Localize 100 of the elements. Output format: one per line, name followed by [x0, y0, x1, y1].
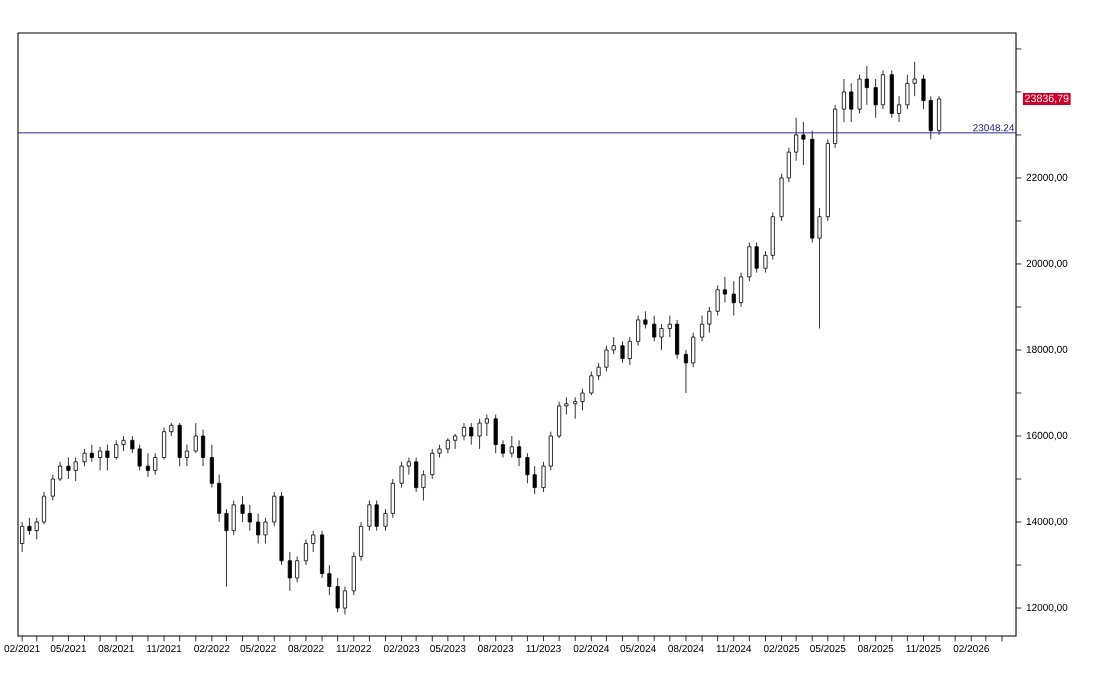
x-tick-label: 08/2021 — [98, 644, 134, 653]
candlestick — [461, 422, 467, 441]
candlestick — [287, 551, 292, 592]
candlestick — [399, 461, 404, 489]
candlestick — [794, 117, 799, 162]
candlestick — [240, 495, 245, 523]
candlestick — [620, 340, 625, 364]
candlestick — [509, 435, 514, 458]
candlestick — [541, 461, 546, 493]
candlestick — [589, 371, 594, 396]
y-tick-label: 12000,00 — [1026, 603, 1068, 613]
candlestick — [896, 95, 902, 123]
candlestick — [50, 474, 55, 501]
y-tick-label: 22000,00 — [1026, 173, 1068, 183]
candlestick — [525, 452, 530, 484]
candlestick — [722, 276, 727, 304]
candlestick — [114, 439, 119, 461]
candlestick — [263, 517, 268, 544]
candlestick — [912, 61, 917, 97]
candlestick — [406, 457, 411, 476]
candlestick — [303, 538, 309, 566]
candlestick — [73, 457, 78, 482]
candlestick — [247, 504, 252, 532]
candlestick — [137, 444, 142, 471]
candlestick — [184, 444, 189, 467]
candlestick — [200, 429, 206, 467]
candlestick — [659, 323, 664, 351]
x-tick-label: 05/2021 — [50, 644, 87, 653]
y-tick-label: 14000,00 — [1026, 517, 1068, 527]
candlestick — [921, 74, 926, 110]
candlestick — [801, 121, 806, 166]
x-tick-label: 05/2025 — [810, 644, 846, 653]
x-tick-label: 08/2022 — [288, 644, 324, 653]
x-tick-label: 02/2022 — [194, 644, 230, 653]
candlestick — [224, 508, 229, 587]
x-tick-label: 11/2023 — [526, 644, 561, 653]
candlestick — [763, 250, 768, 273]
candlestick — [754, 242, 759, 273]
y-tick-label: 18000,00 — [1026, 345, 1068, 355]
x-tick-label: 11/2021 — [147, 644, 182, 653]
candlestick — [604, 345, 609, 372]
candlestick — [193, 422, 198, 454]
candlestick — [367, 500, 372, 532]
candlestick — [731, 280, 736, 316]
candlestick — [667, 315, 672, 338]
candlestick — [20, 521, 25, 553]
candlestick — [532, 465, 537, 495]
x-tick-label: 02/2026 — [953, 644, 989, 653]
candlestick — [105, 444, 110, 471]
candlestick — [145, 452, 151, 478]
candlestick — [500, 439, 506, 458]
candlestick — [66, 457, 71, 480]
candlestick — [477, 418, 482, 450]
x-tick-label: 02/2025 — [763, 644, 800, 653]
x-tick-label: 05/2022 — [240, 644, 276, 653]
x-tick-label: 02/2023 — [383, 644, 420, 653]
candlestick — [517, 439, 522, 467]
ref-line-label: 23048.24 — [973, 124, 1015, 132]
candlestick — [841, 78, 847, 123]
candlestick — [683, 349, 689, 394]
candlestick — [430, 448, 435, 480]
candlestick — [342, 586, 348, 615]
x-tick-label: 08/2023 — [478, 644, 514, 653]
candlestick — [715, 285, 720, 316]
x-tick-label: 02/2024 — [573, 644, 610, 653]
candlestick — [374, 500, 379, 532]
candlestick — [34, 517, 39, 540]
candlestick — [817, 207, 822, 329]
text: 23836,79 — [1025, 94, 1069, 104]
candlestick — [484, 414, 489, 437]
candlestick — [580, 388, 585, 411]
candlestick — [905, 74, 910, 110]
candlestick — [335, 577, 340, 613]
candlestick — [58, 461, 63, 482]
y-tick-label: 16000,00 — [1026, 431, 1068, 441]
candlestick — [98, 446, 103, 471]
candlestick — [652, 315, 657, 342]
candlestick — [627, 336, 632, 366]
candlestick — [873, 78, 878, 119]
candlestick — [864, 65, 869, 106]
x-tick-label: 02/2021 — [4, 644, 40, 653]
candlestick — [707, 306, 712, 334]
candlestick — [295, 556, 300, 583]
x-tick-label: 11/2024 — [716, 644, 752, 653]
x-tick-label: 05/2024 — [620, 644, 656, 653]
candlestick — [256, 513, 261, 544]
candlestick — [469, 422, 474, 446]
x-tick-label: 11/2025 — [906, 644, 941, 653]
y-tick-label: 20000,00 — [1026, 259, 1068, 269]
candlestick — [564, 396, 569, 415]
candlestick — [636, 315, 641, 347]
x-tick-label: 11/2022 — [336, 644, 371, 653]
candlestick — [153, 452, 158, 476]
x-tick-label: 05/2023 — [430, 644, 466, 653]
candlestick — [421, 470, 426, 501]
x-tick-label: 08/2024 — [668, 644, 704, 653]
candlestick — [383, 508, 388, 532]
candlestick — [849, 82, 854, 123]
x-tick-label: 08/2025 — [857, 644, 894, 653]
candlestick — [311, 530, 316, 553]
